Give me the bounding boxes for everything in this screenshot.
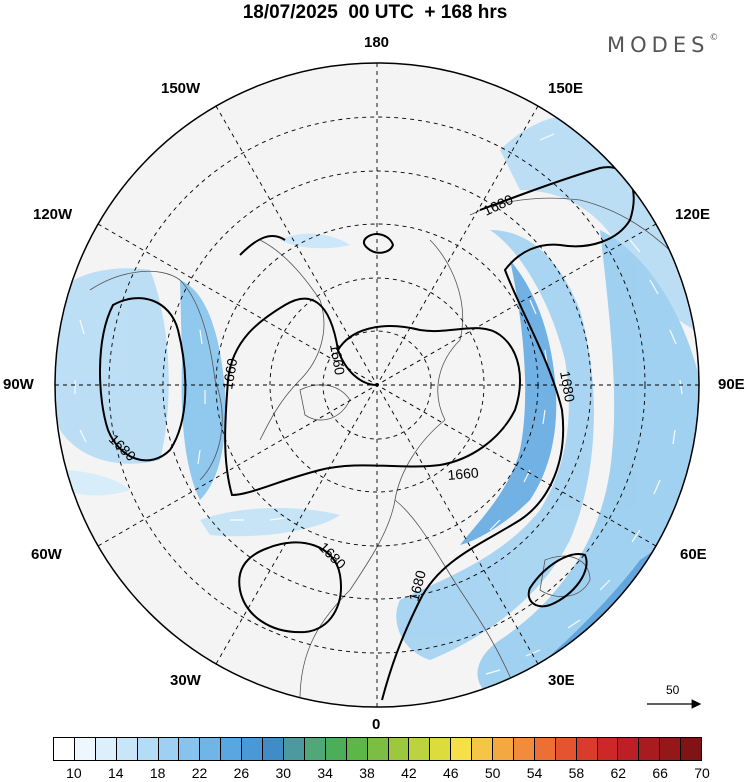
colorbar-swatch — [137, 738, 159, 760]
graticule — [55, 63, 699, 707]
lon-label-120e: 120E — [675, 206, 711, 223]
colorbar-tick-label: 10 — [66, 765, 82, 781]
colorbar-tick-label: 34 — [317, 765, 333, 781]
colorbar-tick-label: 26 — [233, 765, 250, 781]
colorbar-tick-label: 58 — [568, 765, 585, 781]
lon-label-150w: 150W — [161, 80, 201, 97]
lon-label-90e: 90E — [718, 376, 745, 393]
contour-label: 1680 — [405, 568, 429, 602]
colorbar-tick-label: 50 — [484, 765, 501, 781]
colorbar-swatch — [451, 738, 473, 760]
colorbar-swatch — [660, 738, 682, 760]
colorbar-tick-label: 42 — [401, 765, 417, 781]
colorbar-swatch — [221, 738, 243, 760]
colorbar-tick-label: 22 — [191, 765, 208, 781]
contour-label: 1660 — [447, 464, 480, 483]
colorbar-tick-label: 38 — [359, 765, 375, 781]
colorbar-swatch — [74, 738, 96, 760]
colorbar-swatch — [346, 738, 368, 760]
lon-label-90w: 90W — [3, 376, 34, 393]
map-boundary — [54, 62, 700, 708]
colorbar-swatch — [200, 738, 222, 760]
brand-logo: MODES© — [607, 33, 719, 57]
colorbar-swatch — [681, 738, 702, 760]
colorbar-swatch — [409, 738, 431, 760]
colorbar-swatch — [513, 738, 535, 760]
colorbar-swatch — [472, 738, 494, 760]
colorbar-swatch — [367, 738, 389, 760]
colorbar-tick-label: 18 — [149, 765, 166, 781]
colorbar-swatch — [430, 738, 452, 760]
lon-label-0: 0 — [372, 716, 381, 733]
coastlines — [89, 197, 681, 701]
lon-label-150e: 150E — [548, 80, 584, 97]
colorbar-swatch — [95, 738, 117, 760]
contour-label: 1660 — [219, 357, 240, 391]
colorbar-swatch — [263, 738, 284, 760]
colorbar-swatch — [534, 738, 556, 760]
colorbar-swatch — [597, 738, 619, 760]
colorbar-tick-label: 66 — [652, 765, 668, 781]
colorbar-tick-label: 70 — [694, 765, 710, 781]
colorbar-tick-label: 30 — [275, 765, 292, 781]
colorbar-tick-label: 62 — [610, 765, 627, 781]
colorbar-swatch — [304, 738, 326, 760]
colorbar-swatch — [116, 738, 138, 760]
colorbar-swatch — [618, 738, 640, 760]
colorbar-tick-label: 46 — [442, 765, 459, 781]
lon-label-60e: 60E — [680, 546, 707, 563]
map-field — [55, 63, 699, 707]
lon-label-120w: 120W — [33, 206, 73, 223]
colorbar-swatch — [179, 738, 201, 760]
colorbar-tick-label: 54 — [526, 765, 543, 781]
colorbar — [53, 737, 702, 761]
lon-label-60w: 60W — [31, 546, 62, 563]
colorbar-swatch — [639, 738, 661, 760]
lon-label-180: 180 — [364, 34, 390, 51]
lon-label-30e: 30E — [548, 672, 575, 689]
colorbar-swatch — [325, 738, 347, 760]
reference-vector-label: 50 — [666, 683, 680, 697]
contour-label: 1680 — [557, 370, 578, 404]
colorbar-swatch — [158, 738, 180, 760]
lon-label-30w: 30W — [170, 672, 201, 689]
colorbar-swatch — [388, 738, 410, 760]
colorbar-swatch — [576, 738, 598, 760]
colorbar-swatch — [54, 738, 75, 760]
contour-label: 1660 — [327, 343, 348, 377]
colorbar-tick-label: 14 — [108, 765, 124, 781]
colorbar-swatch — [493, 738, 514, 760]
colorbar-swatch — [283, 738, 305, 760]
colorbar-swatch — [242, 738, 264, 760]
map-title: 18/07/2025 00 UTC + 168 hrs — [242, 2, 508, 23]
colorbar-swatch — [555, 738, 577, 760]
